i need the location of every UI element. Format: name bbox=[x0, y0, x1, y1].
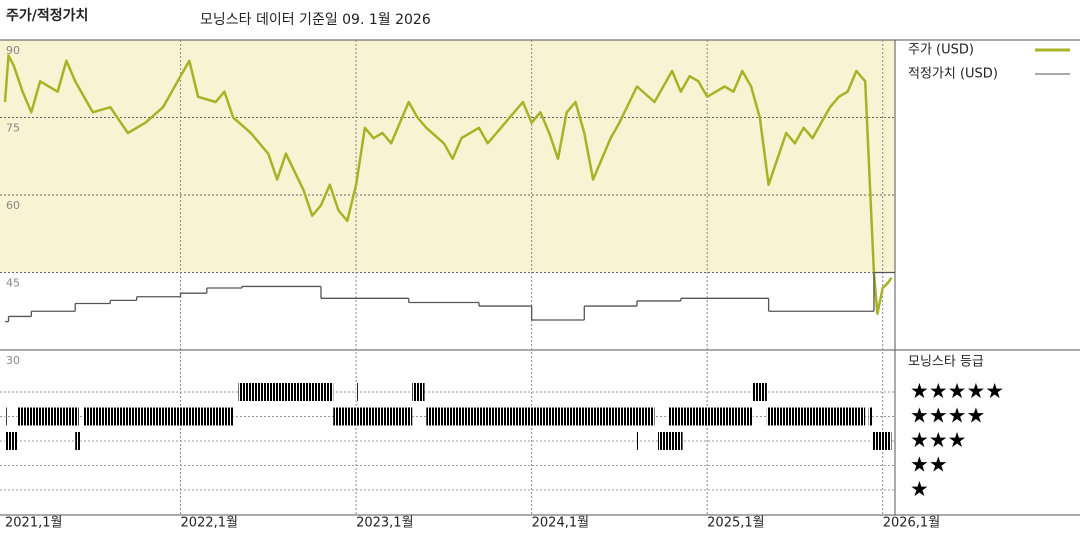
chart-subtitle: 모닝스타 데이터 기준일 09. 1월 2026 bbox=[200, 12, 431, 28]
y-tick-label: 75 bbox=[6, 122, 20, 135]
rating-label: ★★★ bbox=[910, 428, 966, 452]
rating-period bbox=[412, 383, 425, 401]
y-tick-label: 90 bbox=[6, 44, 20, 57]
x-tick-label: 2024,1월 bbox=[532, 516, 589, 531]
rating-period bbox=[752, 383, 767, 401]
y-tick-label: 30 bbox=[6, 354, 20, 367]
rating-period bbox=[333, 407, 413, 426]
price-line bbox=[3, 54, 893, 316]
rating-period bbox=[636, 432, 639, 450]
rating-label: ★ bbox=[910, 477, 929, 501]
rating-label: ★★★★ bbox=[910, 404, 985, 428]
x-tick-label: 2023,1월 bbox=[356, 516, 413, 531]
rating-period bbox=[658, 432, 683, 450]
rating-period bbox=[426, 407, 655, 426]
x-tick-label: 2026,1월 bbox=[883, 516, 940, 531]
rating-period bbox=[872, 432, 892, 450]
plot-background bbox=[0, 40, 895, 273]
rating-period bbox=[75, 432, 81, 450]
rating-period bbox=[5, 432, 18, 450]
legend-label: 주가 (USD) bbox=[908, 43, 974, 58]
rating-period bbox=[766, 407, 866, 426]
x-tick-label: 2022,1월 bbox=[181, 516, 238, 531]
rating-period bbox=[17, 407, 79, 426]
y-tick-label: 60 bbox=[6, 199, 20, 212]
rating-period bbox=[5, 407, 7, 426]
rating-period bbox=[356, 383, 358, 401]
x-tick-label: 2025,1월 bbox=[707, 516, 764, 531]
rating-period bbox=[868, 407, 873, 426]
rating-period bbox=[668, 407, 753, 426]
rating-period bbox=[83, 407, 234, 426]
chart-title: 주가/적정가치 bbox=[6, 7, 88, 24]
rating-period bbox=[238, 383, 334, 401]
rating-label: ★★★★★ bbox=[910, 379, 1004, 403]
y-tick-label: 45 bbox=[6, 277, 20, 290]
rating-title: 모닝스타 등급 bbox=[908, 355, 984, 370]
legend-label: 적정가치 (USD) bbox=[908, 67, 998, 82]
rating-label: ★★ bbox=[910, 453, 948, 477]
x-tick-label: 2021,1월 bbox=[5, 516, 62, 531]
